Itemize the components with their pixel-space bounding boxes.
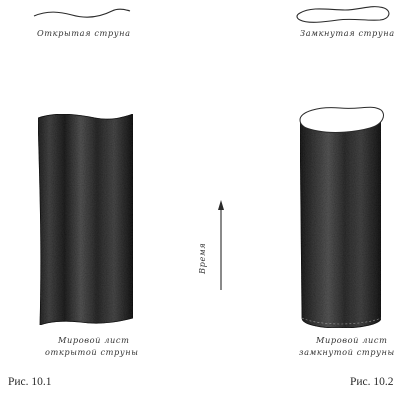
- tube-top-rim: [299, 106, 384, 133]
- closed-sheet-label-line2: замкнутой струны: [299, 347, 395, 357]
- closed-string-loop: [296, 6, 390, 23]
- open-string-label: Открытая струна: [37, 28, 131, 38]
- open-sheet-label-line2: открытой струны: [45, 347, 138, 357]
- closed-string-world-sheet: [299, 106, 384, 329]
- time-axis-label: Время: [197, 243, 207, 275]
- open-sheet-label-line1: Мировой лист: [57, 335, 129, 345]
- closed-sheet-label-line1: Мировой лист: [315, 335, 387, 345]
- figure-caption-10-1: Рис. 10.1: [8, 376, 52, 388]
- time-axis-arrow: [218, 200, 224, 290]
- open-string-world-sheet: [37, 113, 134, 326]
- figure-caption-10-2: Рис. 10.2: [350, 376, 394, 388]
- closed-string-label: Замкнутая струна: [300, 28, 395, 38]
- open-string-curve: [33, 8, 131, 18]
